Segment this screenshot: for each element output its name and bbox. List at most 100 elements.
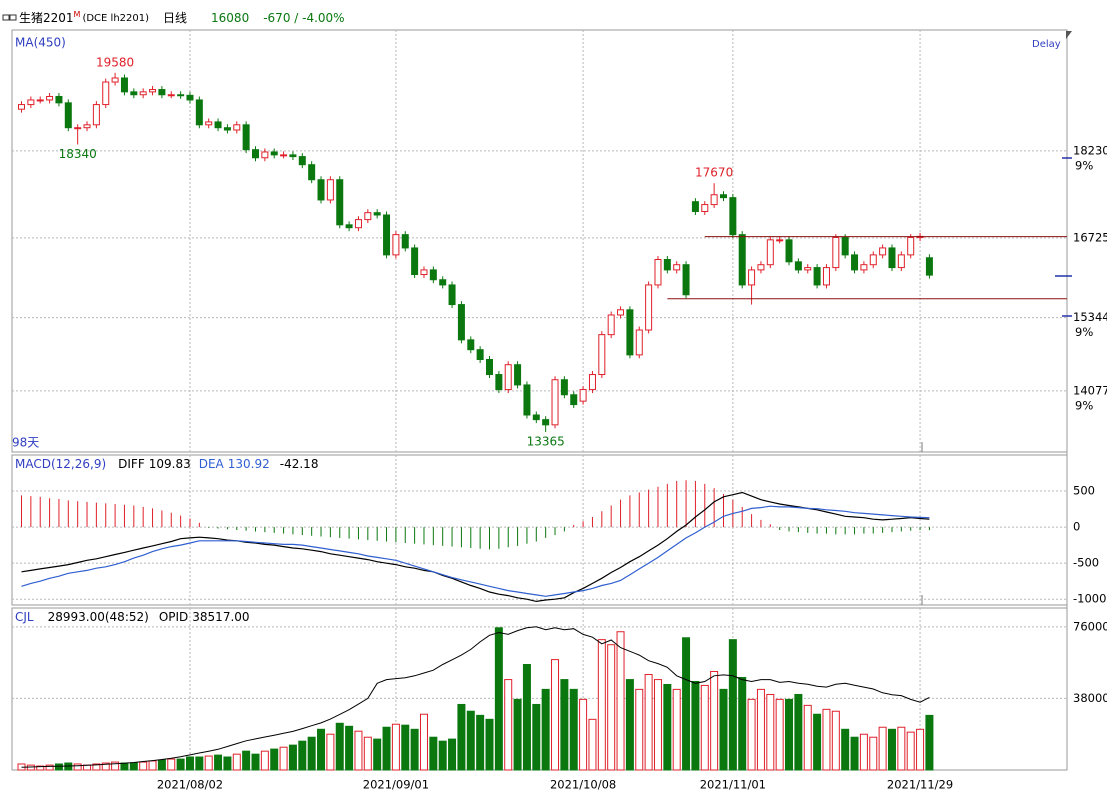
symbol: 生猪2201 [19,11,74,25]
candle-body [223,127,231,131]
candle-body [205,121,213,126]
volume-bar [148,760,157,771]
volume-bar [887,728,896,771]
candle-body [654,258,662,286]
y-tick-note: 9% [1075,158,1093,172]
candle-body [813,267,821,286]
candle-body [748,269,756,286]
candle-body [27,99,35,106]
volume-bar [251,753,260,771]
y-tick-label: 38000 [1073,691,1107,705]
candle-body [373,212,381,216]
candle-body [111,77,119,83]
candle-body [102,81,110,106]
candle-body [588,374,596,391]
diff-value: 109.83 [149,457,191,471]
candle-body [336,179,344,226]
candle-body [186,94,194,101]
candle-body [757,264,765,271]
macd-value: -42.18 [280,457,319,471]
volume-bar [120,762,129,771]
volume-bar [195,756,204,771]
volume-bar [588,718,597,771]
candle-body [542,419,550,426]
volume-bar [185,756,194,771]
candle-body [532,414,540,421]
y-tick-label: -1000 [1073,592,1106,606]
volume-bar [897,726,906,771]
volume-bar [728,639,737,771]
volume-bar [522,664,531,771]
x-tick-label: 2021/10/08 [550,778,616,792]
volume-bar [747,698,756,771]
volume-bar [822,708,831,771]
candle-body [92,104,100,126]
oi-value: 38517.00 [192,610,249,624]
volume-bar [438,740,447,771]
volume-bar [270,748,279,771]
candle-body [326,179,334,201]
volume-bar [710,670,719,771]
candle-body [392,234,400,256]
volume-bar [831,710,840,771]
volume-bar [869,736,878,771]
candle-body [308,164,316,181]
y-tick-label: 0 [1073,520,1080,534]
volume-bar [850,736,859,771]
volume-bar [803,704,812,771]
candle-body [270,151,278,156]
y-tick-note: 9% [1075,398,1093,412]
volume-bar [176,758,185,771]
oi-line [21,626,930,768]
volume-bar [382,726,391,771]
candle-body [130,91,138,96]
volume-bar [906,731,915,771]
status: Delay [1032,39,1061,50]
volume-bar [644,673,653,771]
volume-bar [756,688,765,771]
extreme-label: 17670 [695,166,733,180]
header: 生猪2201M (DCE lh2201) 日线 16080 -670 / -4.00% [19,10,345,25]
volume-bar [672,688,681,771]
y-tick-label: 15344 [1073,310,1107,324]
volume-bar [560,679,569,771]
candle-body [177,94,185,97]
candle-body [289,154,297,158]
candle-body [476,349,484,361]
extreme-label: 13365 [527,435,565,449]
candle-body [261,151,269,159]
candle-body [710,194,718,206]
volume-bar [429,736,438,771]
macd-line [21,505,930,597]
volume-bar [335,722,344,771]
volume-bar [766,693,775,771]
x-tick-label: 2021/11/29 [887,778,953,792]
volume-bar [279,746,288,771]
candle-body [448,284,456,306]
x-tick-label: 2021/11/01 [700,778,766,792]
candle-body [598,334,606,376]
y-tick-label: 500 [1073,484,1095,498]
candle-body [149,89,157,93]
candle-body [439,279,447,286]
volume-bar [466,710,475,771]
volume-bar [45,764,54,771]
volume-bar [476,714,485,771]
volume-bar [785,698,794,771]
volume-bar [635,688,644,771]
volume-bar [916,728,925,771]
volume-bar [73,763,82,771]
volume-bar [700,684,709,771]
candle-body [383,214,391,256]
macd-header: MACD(12,26,9) DIFF 109.83 DEA 130.92 -42.18 [15,457,318,471]
candle-body [645,284,653,331]
candle-body [411,247,419,276]
change: -670 / -4.00% [263,11,344,25]
candle-body [794,261,802,271]
volume-bar [242,750,251,771]
candle-body [486,359,493,376]
volume-bar [513,698,522,771]
volume-bar [139,761,148,771]
volume-bar [448,738,457,771]
volume-bar [363,736,372,771]
